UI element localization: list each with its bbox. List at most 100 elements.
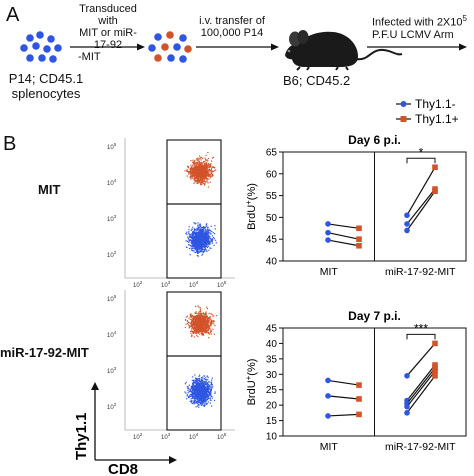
- event-dot: [198, 251, 201, 253]
- event-dot: [195, 175, 197, 177]
- event-dot: [185, 323, 187, 325]
- event-dot: [194, 379, 196, 381]
- event-dot: [201, 169, 203, 171]
- event-dot: [192, 233, 194, 235]
- event-dot: [195, 158, 198, 160]
- event-dot: [204, 316, 206, 318]
- event-dot: [192, 226, 194, 228]
- event-dot: [211, 230, 213, 232]
- event-dot: [199, 183, 202, 185]
- arrowhead-icon: [169, 456, 177, 464]
- legend-swatch: [400, 116, 407, 122]
- event-dot: [212, 156, 214, 158]
- event-dot: [200, 184, 202, 186]
- pair-line: [327, 413, 360, 417]
- event-dot: [203, 391, 205, 393]
- event-dot: [201, 402, 203, 404]
- event-dot: [210, 399, 212, 401]
- event-dot: [196, 392, 198, 394]
- event-dot: [206, 239, 208, 241]
- event-dot: [205, 315, 208, 317]
- event-dot: [192, 324, 194, 327]
- event-dot: [208, 169, 210, 171]
- event-dot: [200, 232, 202, 234]
- event-dot: [200, 174, 202, 176]
- event-dot: [186, 394, 188, 396]
- event-dot: [194, 237, 196, 239]
- event-dot: [207, 329, 209, 332]
- flow-plot-2: 105 104 103 102 102 103 104 105: [107, 290, 235, 441]
- event-dot: [207, 396, 210, 398]
- event-dot: [192, 393, 194, 395]
- event-dot: [187, 390, 189, 392]
- event-dot: [202, 230, 204, 232]
- chart-title: Day 6 p.i.: [348, 133, 401, 147]
- event-dot: [205, 227, 207, 229]
- event-dot: [197, 162, 199, 164]
- event-dot: [201, 235, 203, 237]
- thy11-pos-point: [356, 382, 362, 388]
- event-dot: [204, 231, 206, 234]
- event-dot: [201, 168, 203, 170]
- event-dot: [203, 319, 205, 321]
- event-dot: [190, 241, 192, 243]
- event-dot: [191, 315, 193, 317]
- event-dot: [203, 315, 205, 317]
- event-dot: [198, 229, 200, 231]
- event-dot: [194, 327, 196, 330]
- event-dot: [208, 241, 210, 243]
- event-dot: [198, 389, 200, 391]
- event-dot: [206, 318, 208, 320]
- event-dot: [189, 239, 192, 242]
- event-dot: [192, 386, 194, 388]
- event-dot: [197, 229, 199, 231]
- event-dot: [195, 162, 197, 164]
- event-dot: [194, 382, 197, 384]
- event-dot: [198, 322, 200, 325]
- flow-x-tick-label: 105: [217, 432, 227, 441]
- event-dot: [195, 311, 197, 313]
- event-dot: [199, 333, 201, 335]
- event-dot: [198, 306, 200, 308]
- event-dot: [201, 176, 203, 178]
- event-dot: [191, 238, 193, 240]
- event-dot: [191, 239, 194, 241]
- event-dot: [206, 223, 208, 225]
- event-dot: [195, 377, 197, 379]
- event-dot: [197, 252, 199, 254]
- event-dot: [205, 329, 207, 332]
- event-dot: [207, 157, 209, 160]
- event-dot: [206, 387, 208, 389]
- event-dot: [205, 377, 207, 379]
- event-dot: [187, 236, 189, 238]
- event-dot: [201, 227, 203, 229]
- event-dot: [195, 332, 197, 334]
- event-dot: [193, 237, 195, 239]
- event-dot: [205, 175, 207, 177]
- event-dot: [201, 239, 203, 241]
- event-dot: [203, 400, 205, 403]
- y-tick-label: 50: [266, 213, 278, 224]
- event-dot: [190, 314, 192, 316]
- event-dot: [211, 319, 213, 322]
- event-dot: [207, 328, 209, 330]
- event-dot: [191, 335, 193, 337]
- event-dot: [200, 249, 202, 251]
- event-dot: [210, 160, 213, 162]
- event-dot: [204, 389, 206, 391]
- event-dot: [191, 319, 193, 321]
- event-dot: [201, 314, 203, 316]
- event-dot: [191, 242, 193, 244]
- event-dot: [193, 242, 196, 244]
- event-dot: [211, 320, 213, 323]
- event-dot: [201, 317, 203, 319]
- event-dot: [199, 312, 202, 314]
- event-dot: [194, 246, 196, 248]
- pair-line: [406, 370, 436, 408]
- event-dot: [190, 398, 192, 400]
- event-dot: [197, 235, 199, 237]
- event-dot: [205, 321, 207, 323]
- event-dot: [193, 234, 195, 236]
- event-dot: [201, 399, 203, 402]
- event-dot: [201, 170, 203, 172]
